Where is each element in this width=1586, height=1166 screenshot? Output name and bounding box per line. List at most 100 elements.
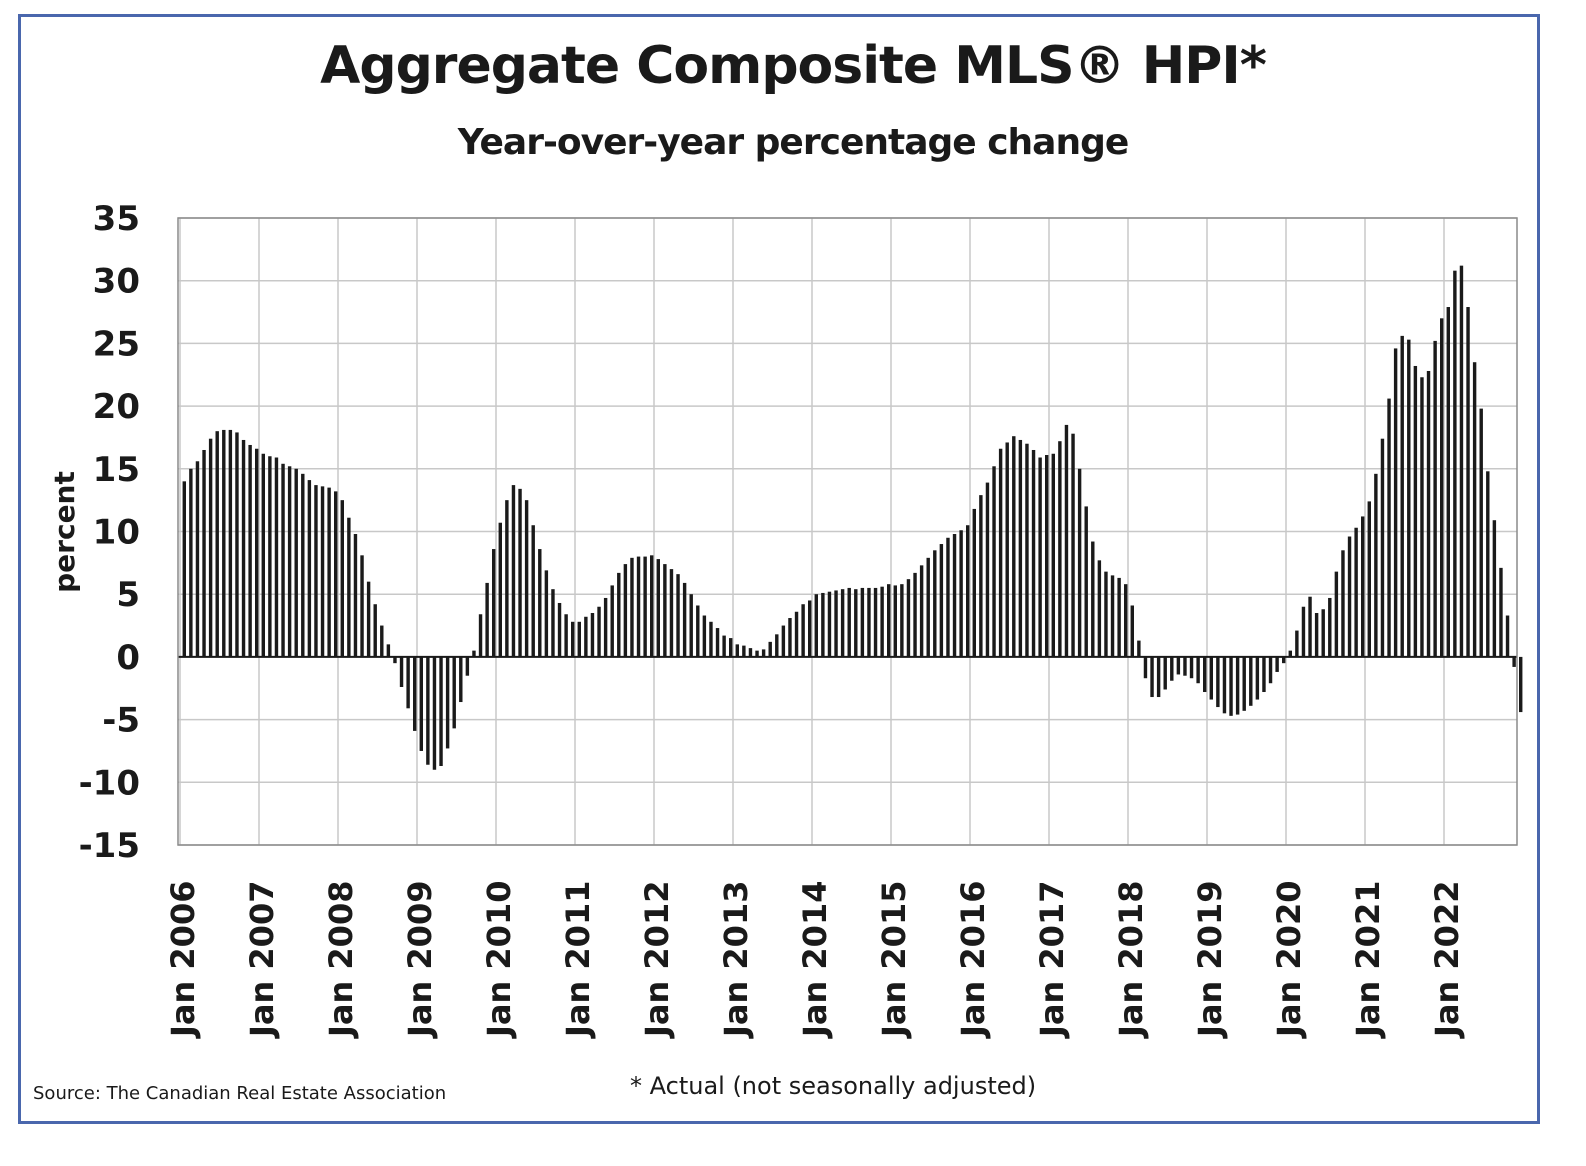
bar — [281, 463, 285, 657]
bar — [1387, 398, 1391, 657]
bar — [1189, 656, 1194, 679]
y-tick-label: 15 — [93, 450, 140, 490]
bar — [1176, 656, 1181, 675]
bar — [1203, 656, 1207, 693]
bar — [419, 656, 423, 751]
bar — [1275, 656, 1279, 672]
bar — [584, 616, 588, 657]
bar — [353, 534, 358, 657]
bar — [195, 461, 200, 657]
bar — [320, 486, 325, 657]
bar — [1440, 318, 1444, 657]
bar — [623, 564, 628, 657]
bar — [511, 485, 516, 657]
bar — [854, 589, 858, 657]
bar — [1282, 656, 1286, 664]
bar — [498, 522, 502, 657]
bar — [966, 525, 970, 657]
bar — [656, 559, 660, 657]
bar — [761, 649, 766, 657]
bar — [222, 429, 226, 657]
bar — [452, 656, 456, 729]
bar — [1025, 443, 1029, 657]
bar — [413, 656, 417, 731]
axes — [177, 217, 1518, 846]
x-tick-labels: Jan 2006 Jan 2007 Jan 2008 Jan 2009 Jan 2010… — [164, 881, 1466, 1039]
x-tick-label: Jan 2021 — [1349, 881, 1387, 1039]
source-note: Source: The Canadian Real Estate Associa… — [33, 1083, 447, 1104]
bar — [900, 584, 904, 657]
bar — [840, 589, 845, 657]
bar — [287, 466, 292, 657]
bar — [636, 556, 641, 657]
bar — [386, 644, 391, 657]
bar — [1097, 560, 1102, 657]
bar — [1130, 605, 1134, 657]
bar — [445, 656, 450, 749]
bar — [603, 597, 608, 657]
bar — [873, 587, 878, 657]
bar — [307, 480, 312, 657]
bar — [393, 656, 397, 664]
y-axis-label: percent — [48, 471, 81, 593]
bar — [590, 613, 595, 657]
bar — [1077, 468, 1082, 657]
bar — [689, 594, 693, 657]
bar — [755, 650, 759, 657]
bar — [1196, 656, 1200, 684]
bar — [189, 468, 193, 657]
bar — [1499, 567, 1503, 657]
bar — [985, 482, 990, 657]
bar — [1519, 656, 1523, 713]
bar — [643, 556, 647, 657]
bar — [564, 614, 568, 657]
x-tick-label: Jan 2016 — [954, 881, 992, 1039]
bar — [775, 634, 779, 657]
bar — [959, 530, 963, 657]
bar — [650, 555, 654, 657]
bar — [1137, 640, 1141, 657]
bar — [946, 537, 950, 657]
bar — [485, 582, 489, 657]
bar — [1268, 656, 1273, 684]
bar — [1308, 596, 1312, 657]
bar — [1117, 577, 1121, 657]
x-tick-label: Jan 2018 — [1112, 881, 1150, 1039]
bar — [617, 572, 621, 657]
bar — [1058, 441, 1062, 657]
x-tick-label: Jan 2014 — [796, 881, 834, 1039]
y-tick-label: 30 — [93, 262, 140, 302]
bar — [1229, 656, 1233, 716]
bar — [1492, 520, 1497, 657]
bar — [1400, 335, 1404, 657]
x-tick-label: Jan 2022 — [1428, 881, 1466, 1039]
bar — [1064, 424, 1069, 657]
bar — [524, 500, 529, 657]
bar — [531, 525, 535, 657]
bar — [1426, 370, 1431, 657]
bar — [735, 644, 739, 657]
bar — [1295, 630, 1299, 657]
bar — [1031, 449, 1036, 657]
bar — [1124, 584, 1128, 657]
x-tick-label: Jan 2019 — [1191, 881, 1229, 1039]
bar — [261, 453, 265, 657]
bar — [1380, 438, 1385, 657]
bar — [406, 656, 410, 709]
bar — [801, 604, 805, 657]
bar — [1150, 656, 1154, 698]
bar — [301, 473, 305, 657]
bar — [334, 491, 338, 657]
bar — [1216, 656, 1220, 708]
bar — [1262, 656, 1266, 693]
bar — [518, 488, 522, 657]
bar — [630, 557, 634, 657]
bar — [1012, 436, 1016, 657]
bar — [597, 606, 601, 657]
bar — [709, 621, 713, 657]
bar — [1407, 339, 1411, 657]
bar — [360, 555, 364, 657]
bar — [228, 429, 233, 657]
x-tick-label: Jan 2012 — [638, 881, 676, 1039]
